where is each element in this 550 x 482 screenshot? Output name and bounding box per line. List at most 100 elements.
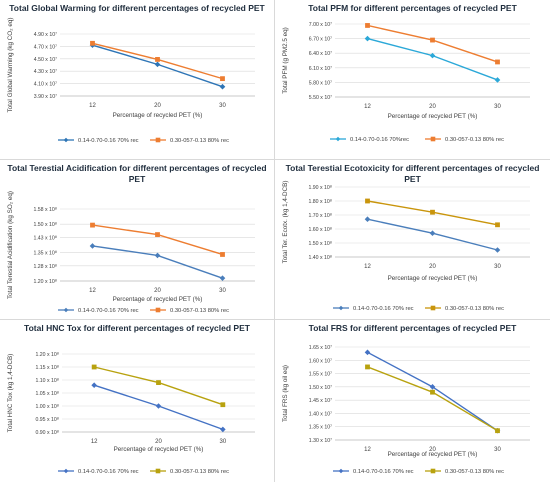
chart-plot: 1.30 x 10⁷ 1.35 x 10⁷ 1.40 x 10⁷ 1.45 x 10⁷… <box>282 345 530 475</box>
data-point <box>364 349 371 356</box>
legend-marker <box>155 137 161 143</box>
data-point <box>430 209 435 215</box>
y-tick-label: 1.80 x 10⁸ <box>308 199 332 205</box>
legend-marker <box>63 468 69 474</box>
legend-marker <box>155 468 161 474</box>
x-tick-label: 30 <box>219 288 226 294</box>
data-point <box>155 232 160 237</box>
data-point <box>89 243 96 249</box>
legend-label: 0.14-0.70-0.16 70% rec <box>78 469 139 475</box>
y-tick-label: 1.05 x 10⁸ <box>35 391 59 397</box>
x-axis-label: Percentage of recycled PET (%) <box>388 451 478 458</box>
legend-label: 0.30-057-0.13 80% rec <box>445 137 504 143</box>
y-axis-label: Total HNC Tox (kg 1,4-DCB) <box>7 354 14 433</box>
chart-plot: 3.90 x 10⁷ 4.10 x 10⁷ 4.30 x 10⁷ 4.50 x 10⁷… <box>7 18 255 144</box>
chart-title: Total HNC Tox for different percentages … <box>24 323 250 333</box>
data-point <box>365 364 370 370</box>
y-tick-label: 1.35 x 10⁸ <box>33 251 57 257</box>
chart-hnc-tox: Total HNC Tox for different percentages … <box>0 320 275 482</box>
y-tick-label: 7.00 x 10⁷ <box>309 22 332 28</box>
y-tick-label: 1.58 x 10⁸ <box>33 207 57 213</box>
x-tick-label: 12 <box>89 288 96 294</box>
data-point <box>91 364 97 370</box>
data-point <box>91 382 97 388</box>
data-point <box>219 83 226 90</box>
x-axis-label: Percentage of recycled PET (%) <box>388 275 478 282</box>
x-tick-label: 30 <box>494 447 501 453</box>
chart-title: Total PFM for different percentages of r… <box>308 3 517 13</box>
series-line <box>367 366 498 432</box>
y-tick-label: 1.28 x 10⁸ <box>33 264 57 270</box>
data-point <box>429 52 436 59</box>
data-point <box>155 403 162 409</box>
y-tick-label: 1.30 x 10⁷ <box>309 438 332 444</box>
y-tick-label: 4.70 x 10⁷ <box>34 44 57 50</box>
y-axis-label: Total Global Warming (kg CO₂ eq) <box>7 18 14 113</box>
data-point <box>364 216 371 222</box>
x-tick-label: 30 <box>494 264 501 270</box>
chart-pfm: Total PFM for different percentages of r… <box>275 0 550 160</box>
x-tick-label: 30 <box>494 104 501 110</box>
x-tick-label: 12 <box>89 103 96 109</box>
x-tick-label: 12 <box>91 439 98 445</box>
y-tick-label: 1.50 x 10⁸ <box>33 222 57 228</box>
y-tick-label: 1.43 x 10⁸ <box>33 235 57 241</box>
legend-label: 0.14-0.70-0.16 70% rec <box>78 138 139 144</box>
x-tick-label: 12 <box>364 447 371 453</box>
y-tick-label: 1.70 x 10⁸ <box>308 213 332 219</box>
y-tick-label: 5.80 x 10⁷ <box>309 80 332 86</box>
x-axis-label: Percentage of recycled PET (%) <box>388 113 478 120</box>
chart-title: Total FRS for different percentages of r… <box>308 323 517 333</box>
y-tick-label: 5.50 x 10⁷ <box>309 95 332 101</box>
y-tick-label: 4.90 x 10⁷ <box>34 32 57 38</box>
chart-plot: 1.20 x 10⁸ 1.28 x 10⁸ 1.35 x 10⁸ 1.43 x 10⁸… <box>7 191 255 314</box>
data-point <box>220 426 226 433</box>
y-tick-label: 0.90 x 10⁸ <box>35 430 59 436</box>
x-axis-label: Percentage of recycled PET (%) <box>114 446 204 453</box>
y-tick-label: 1.60 x 10⁷ <box>309 358 332 364</box>
x-tick-label: 30 <box>219 103 226 109</box>
y-tick-label: 1.20 x 10⁸ <box>33 279 57 285</box>
legend-label: 0.30-057-0.13 80% rec <box>170 469 229 475</box>
x-tick-label: 20 <box>154 103 161 109</box>
chart-plot: 0.90 x 10⁸ 0.95 x 10⁸ 1.00 x 10⁸ 1.05 x 10⁸… <box>7 352 255 475</box>
y-tick-label: 6.70 x 10⁷ <box>309 37 332 43</box>
y-tick-label: 4.30 x 10⁷ <box>34 69 57 75</box>
legend-marker <box>430 305 436 311</box>
legend-marker <box>63 137 69 143</box>
chart-frs: Total FRS for different percentages of r… <box>275 320 550 482</box>
x-tick-label: 20 <box>155 439 162 445</box>
data-point <box>429 230 436 236</box>
y-tick-label: 1.20 x 10⁸ <box>35 352 59 358</box>
y-axis-label: Total Terestial Acidification (kg SO₂ eq… <box>7 191 14 299</box>
y-tick-label: 1.10 x 10⁸ <box>35 378 59 384</box>
data-point <box>90 40 95 46</box>
data-point <box>494 247 501 253</box>
x-axis-label: Percentage of recycled PET (%) <box>113 112 203 119</box>
data-point <box>494 77 501 83</box>
legend-label: 0.14-0.70-0.16 70% rec <box>353 306 414 312</box>
y-tick-label: 1.40 x 10⁷ <box>309 411 332 417</box>
legend-label: 0.30-057-0.13 80% rec <box>170 308 229 314</box>
x-tick-label: 12 <box>364 264 371 270</box>
x-tick-label: 12 <box>364 104 371 110</box>
chart-terrestrial-ecotoxicity: Total Terestial Ecotoxicity for differen… <box>275 160 550 320</box>
y-tick-label: 1.60 x 10⁸ <box>308 227 332 233</box>
y-tick-label: 1.55 x 10⁷ <box>309 372 332 378</box>
y-axis-label: Total Ter. Ecotx. (kg 1,4-DCB) <box>282 181 289 264</box>
series-line <box>92 245 223 279</box>
data-point <box>430 37 435 43</box>
y-axis-label: Total PFM (g PM2.5 eq) <box>282 27 289 94</box>
data-point <box>495 222 500 228</box>
y-tick-label: 3.90 x 10⁷ <box>34 94 57 100</box>
legend-label: 0.30-057-0.13 80% rec <box>445 469 504 475</box>
legend-label: 0.14-0.70-0.16 70%rec <box>350 137 409 143</box>
y-tick-label: 4.10 x 10⁷ <box>34 82 57 88</box>
y-tick-label: 1.50 x 10⁸ <box>308 241 332 247</box>
y-tick-label: 1.40 x 10⁸ <box>308 255 332 261</box>
legend-label: 0.14-0.70-0.16 70% rec <box>78 308 139 314</box>
data-point <box>220 252 225 257</box>
y-tick-label: 1.50 x 10⁷ <box>309 385 332 391</box>
chart-plot: 5.50 x 10⁷ 5.80 x 10⁷ 6.10 x 10⁷ 6.40 x 10⁷… <box>282 22 530 143</box>
y-tick-label: 1.90 x 10⁸ <box>308 185 332 191</box>
